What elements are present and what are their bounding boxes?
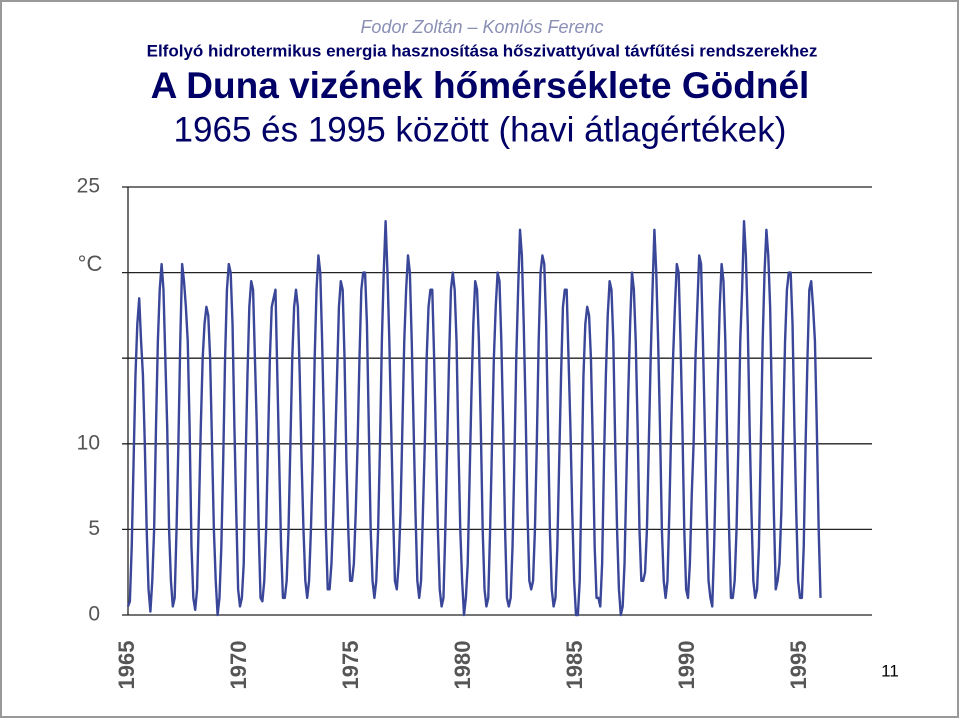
plot-area: 0 5 10 25 1965 1970 1975 1980 1985 1990 1995 xyxy=(77,175,872,690)
chart-subtitle: 1965 és 1995 között (havi átlagértékek) xyxy=(174,110,787,149)
y-tick-label: 25 xyxy=(77,175,100,198)
x-tick-label: 1990 xyxy=(674,641,699,690)
x-tick-label: 1970 xyxy=(226,641,251,690)
y-tick-label: 10 xyxy=(77,431,100,454)
chart-title: A Duna vizének hőmérséklete Gödnél xyxy=(151,65,810,106)
x-tick-label: 1980 xyxy=(450,641,475,690)
y-tick-label: 5 xyxy=(88,517,100,540)
page-number: 11 xyxy=(881,661,899,680)
temperature-line xyxy=(126,220,822,617)
y-axis-label: °C xyxy=(78,251,103,276)
x-tick-label: 1995 xyxy=(786,641,811,690)
x-tick-label: 1975 xyxy=(338,641,363,690)
y-tick-label: 0 xyxy=(88,603,100,626)
x-tick-label: 1965 xyxy=(114,641,139,690)
authors: Fodor Zoltán – Komlós Ferenc xyxy=(360,17,603,37)
x-tick-label: 1985 xyxy=(562,641,587,690)
subtitle: Elfolyó hidrotermikus energia hasznosítá… xyxy=(147,41,818,60)
